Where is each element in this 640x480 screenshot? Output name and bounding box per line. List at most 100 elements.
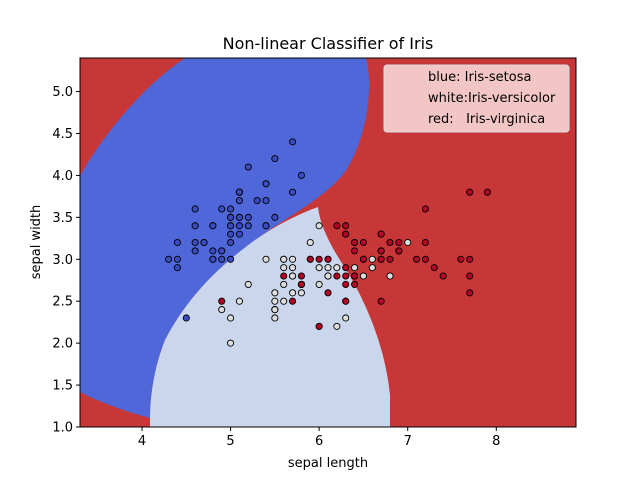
region-setosa <box>80 58 370 418</box>
x-axis-ticks: 4 5 6 7 8 <box>138 427 500 449</box>
data-point-red <box>386 238 394 247</box>
data-point-red <box>324 289 332 297</box>
data-point-blue <box>235 230 243 238</box>
data-point-red <box>289 297 297 305</box>
y-tick-label: 4.0 <box>52 169 73 184</box>
data-point-red <box>342 297 350 305</box>
scatter-points <box>165 138 491 347</box>
data-point-white <box>227 314 235 322</box>
x-tick-label: 7 <box>404 434 412 449</box>
y-tick-label: 2.0 <box>52 337 73 352</box>
data-point-blue <box>244 222 252 230</box>
data-point-blue <box>191 238 199 247</box>
data-point-blue <box>289 138 297 146</box>
data-point-red <box>218 297 226 305</box>
data-point-red <box>386 255 394 263</box>
legend-entry-setosa: blue: Iris-setosa <box>428 70 531 85</box>
data-point-blue <box>191 247 199 255</box>
data-point-white <box>342 314 350 322</box>
data-point-white <box>315 280 323 288</box>
data-point-white <box>280 297 288 305</box>
data-point-blue <box>200 238 208 247</box>
data-point-blue <box>191 222 199 230</box>
data-point-red <box>315 255 323 263</box>
y-tick-label: 2.5 <box>52 295 73 310</box>
data-point-blue <box>218 255 226 263</box>
y-tick-label: 1.5 <box>52 379 73 394</box>
data-point-white <box>244 280 252 288</box>
data-point-blue <box>173 238 181 247</box>
data-point-blue <box>244 213 252 221</box>
data-point-blue <box>173 264 181 272</box>
data-point-red <box>342 230 350 238</box>
data-point-blue <box>227 205 235 213</box>
data-point-blue <box>218 247 226 255</box>
data-point-red <box>333 222 341 230</box>
data-point-white <box>271 289 279 297</box>
data-point-red <box>377 297 385 305</box>
data-point-white <box>324 272 332 280</box>
data-point-white <box>368 255 376 263</box>
data-point-red <box>439 272 447 280</box>
data-point-white <box>315 222 323 230</box>
y-tick-label: 4.5 <box>52 127 73 142</box>
data-point-red <box>351 280 359 288</box>
data-point-white <box>315 264 323 272</box>
data-point-red <box>395 247 403 255</box>
data-point-blue <box>235 197 243 205</box>
data-point-red <box>359 255 367 263</box>
data-point-red <box>466 255 474 263</box>
data-point-red <box>297 272 305 280</box>
data-point-red <box>466 272 474 280</box>
data-point-white <box>280 255 288 263</box>
data-point-blue <box>191 205 199 213</box>
data-point-red <box>377 230 385 238</box>
data-point-blue <box>173 255 181 263</box>
data-point-blue <box>227 238 235 247</box>
data-point-red <box>430 264 438 272</box>
data-point-blue <box>253 197 261 205</box>
data-point-white <box>235 297 243 305</box>
y-tick-label: 5.0 <box>52 85 73 100</box>
data-point-red <box>483 188 491 196</box>
data-point-white <box>280 280 288 288</box>
data-point-red <box>351 247 359 255</box>
data-point-white <box>289 272 297 280</box>
data-point-red <box>315 322 323 330</box>
data-point-blue <box>227 222 235 230</box>
data-point-blue <box>218 205 226 213</box>
data-point-red <box>342 280 350 288</box>
data-point-white <box>289 255 297 263</box>
data-point-red <box>466 188 474 196</box>
data-point-blue <box>209 255 217 263</box>
data-point-red <box>395 238 403 247</box>
chart-title: Non-linear Classifier of Iris <box>223 34 434 53</box>
x-axis-label: sepal length <box>288 456 368 471</box>
data-point-blue <box>165 255 173 263</box>
x-tick-label: 5 <box>226 434 234 449</box>
data-point-white <box>404 238 412 247</box>
data-point-blue <box>227 255 235 263</box>
data-point-red <box>342 264 350 272</box>
y-axis-label: sepal width <box>29 205 44 280</box>
data-point-blue <box>297 171 305 179</box>
data-point-red <box>351 272 359 280</box>
data-point-blue <box>209 222 217 230</box>
data-point-red <box>377 247 385 255</box>
legend-entry-virginica: red: Iris-virginica <box>428 112 545 127</box>
data-point-white <box>306 238 314 247</box>
data-point-white <box>262 255 270 263</box>
data-point-white <box>386 272 394 280</box>
data-point-white <box>324 264 332 272</box>
data-point-white <box>271 306 279 314</box>
data-point-red <box>377 255 385 263</box>
legend-entry-versicolor: white:Iris-versicolor <box>428 91 556 106</box>
data-point-blue <box>271 155 279 163</box>
data-point-red <box>297 280 305 288</box>
data-point-red <box>421 255 429 263</box>
data-point-white <box>271 297 279 305</box>
x-tick-label: 4 <box>138 434 146 449</box>
data-point-blue <box>235 188 243 196</box>
data-point-white <box>289 264 297 272</box>
